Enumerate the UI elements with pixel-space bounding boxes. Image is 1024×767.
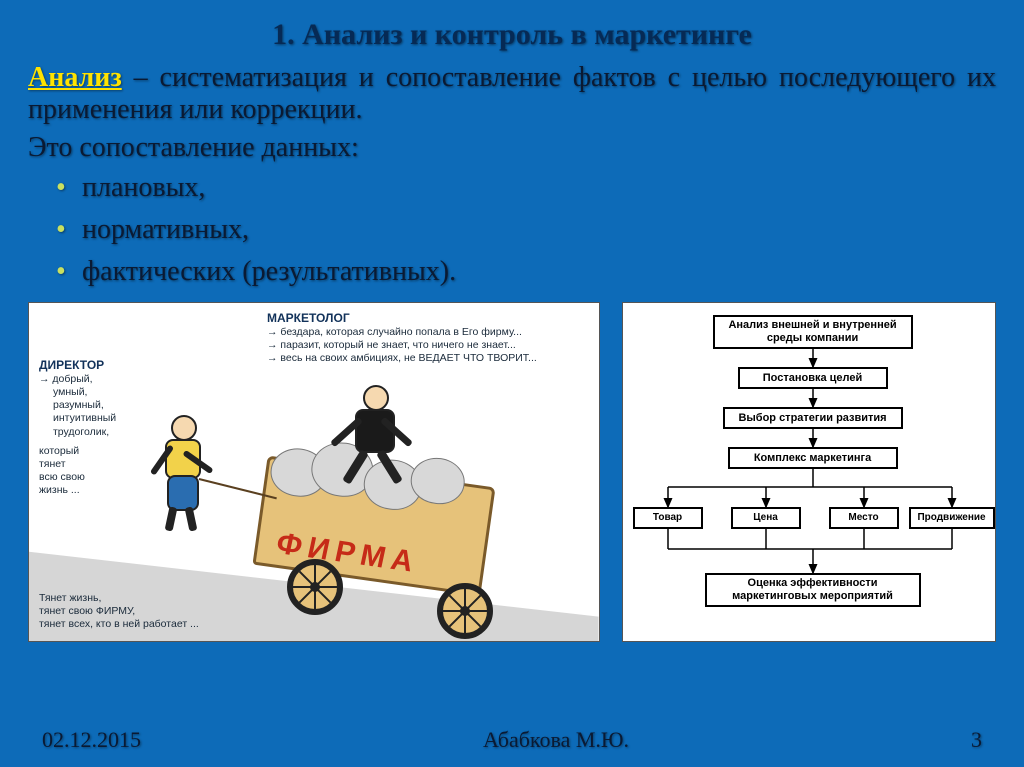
subheading: Это сопоставление данных: [28, 132, 996, 164]
marketer-figure [329, 385, 419, 495]
director-trait: добрый, [52, 373, 92, 385]
definition-line: Анализ – систематизация и сопоставление … [28, 62, 996, 126]
director-foot: тянет всех, кто в ней работает ... [39, 618, 269, 631]
wheel-icon [287, 559, 343, 615]
director-foot: Тянет жизнь, [39, 592, 269, 605]
bullet-item: плановых, [56, 172, 996, 204]
director-trait: интуитивный [39, 412, 149, 425]
flow-box: Постановка целей [738, 367, 888, 389]
flow-box: Место [829, 507, 899, 529]
footer-page: 3 [971, 727, 982, 753]
flow-box: Оценка эффективности маркетинговых мероп… [705, 573, 921, 607]
director-trait: трудоголик, [39, 426, 149, 439]
flowchart-panel: Анализ внешней и внутренней среды компан… [622, 302, 996, 642]
definition-text: – систематизация и сопоставление фактов … [28, 62, 996, 125]
marketer-line: паразит, который не знает, что ничего не… [280, 339, 515, 351]
director-footer: Тянет жизнь, тянет свою ФИРМУ, тянет все… [39, 592, 269, 631]
bullet-item: нормативных, [56, 214, 996, 246]
footer-author: Абабкова М.Ю. [483, 727, 629, 753]
director-header: ДИРЕКТОР [39, 358, 149, 373]
director-trait: умный, [39, 386, 149, 399]
flow-box: Анализ внешней и внутренней среды компан… [713, 315, 913, 349]
wheel-icon [437, 583, 493, 639]
content-row: ДИРЕКТОР добрый, умный, разумный, интуит… [28, 302, 996, 642]
flow-box: Продвижение [909, 507, 995, 529]
flow-box: Товар [633, 507, 703, 529]
director-caption: ДИРЕКТОР добрый, умный, разумный, интуит… [39, 358, 149, 497]
cartoon-panel: ДИРЕКТОР добрый, умный, разумный, интуит… [28, 302, 600, 642]
flow-box: Комплекс маркетинга [728, 447, 898, 469]
marketer-header: МАРКЕТОЛОГ [267, 311, 597, 326]
slide-footer: 02.12.2015 Абабкова М.Ю. 3 [0, 727, 1024, 753]
marketer-line: весь на своих амбициях, не ВЕДАЕТ ЧТО ТВ… [280, 352, 536, 364]
bullet-item: фактических (результативных). [56, 256, 996, 288]
footer-date: 02.12.2015 [42, 727, 141, 753]
director-line: жизнь ... [39, 484, 149, 497]
director-figure [147, 415, 217, 525]
definition-term: Анализ [28, 62, 122, 93]
director-line: который [39, 445, 149, 458]
slide-title: 1. Анализ и контроль в маркетинге [28, 18, 996, 52]
marketer-line: бездара, которая случайно попала в Его ф… [280, 326, 521, 338]
flow-box: Выбор стратегии развития [723, 407, 903, 429]
director-foot: тянет свою ФИРМУ, [39, 605, 269, 618]
marketer-caption: МАРКЕТОЛОГ бездара, которая случайно поп… [267, 311, 597, 365]
director-trait: разумный, [39, 399, 149, 412]
bullet-list: плановых, нормативных, фактических (резу… [28, 172, 996, 288]
slide: 1. Анализ и контроль в маркетинге Анализ… [0, 0, 1024, 767]
director-line: тянет [39, 458, 149, 471]
director-line: всю свою [39, 471, 149, 484]
flow-box: Цена [731, 507, 801, 529]
